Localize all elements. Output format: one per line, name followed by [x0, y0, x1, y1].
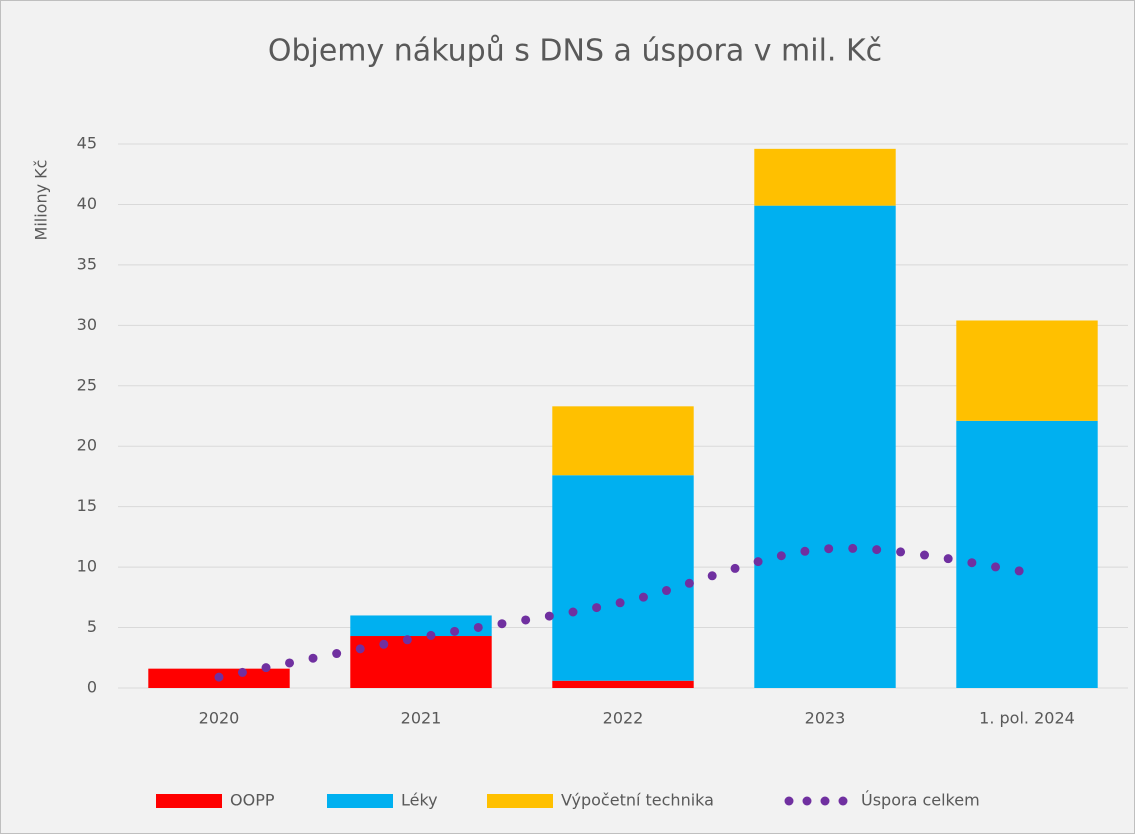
- bar-segment: [956, 320, 1098, 421]
- y-tick-label: 30: [77, 315, 97, 334]
- x-tick-label: 2021: [401, 709, 442, 728]
- x-tick-label: 1. pol. 2024: [979, 709, 1075, 728]
- legend-label: OOPP: [230, 791, 275, 810]
- y-tick-label: 20: [77, 436, 97, 455]
- y-tick-label: 40: [77, 194, 97, 213]
- y-tick-label: 45: [77, 134, 97, 153]
- y-tick-label: 5: [87, 617, 97, 636]
- x-tick-label: 2023: [805, 709, 846, 728]
- bar-segment: [350, 636, 492, 688]
- y-axis-label: Miliony Kč: [32, 160, 51, 241]
- bar-segment: [754, 205, 896, 689]
- bar-segment: [754, 148, 896, 206]
- bar-segment: [552, 680, 694, 688]
- legend-marker: [784, 796, 794, 806]
- bar-segment: [552, 475, 694, 681]
- legend-marker: [802, 796, 812, 806]
- y-tick-label: 15: [77, 496, 97, 515]
- legend-label: Výpočetní technika: [561, 791, 714, 810]
- legend-swatch: [156, 794, 222, 808]
- y-tick-label: 10: [77, 557, 97, 576]
- legend-label: Úspora celkem: [861, 791, 980, 810]
- bar-segment: [552, 406, 694, 476]
- legend-swatch: [487, 794, 553, 808]
- x-tick-label: 2020: [199, 709, 240, 728]
- y-tick-label: 25: [77, 375, 97, 394]
- legend-label: Léky: [401, 791, 438, 810]
- y-tick-label: 35: [77, 254, 97, 273]
- chart-title: Objemy nákupů s DNS a úspora v mil. Kč: [268, 34, 882, 69]
- bar-segment: [350, 615, 492, 637]
- legend-swatch: [327, 794, 393, 808]
- y-tick-label: 0: [87, 678, 97, 697]
- legend-marker: [820, 796, 830, 806]
- legend-marker: [838, 796, 848, 806]
- x-tick-label: 2022: [603, 709, 644, 728]
- bar-segment: [956, 420, 1098, 688]
- line-series: [214, 543, 1032, 682]
